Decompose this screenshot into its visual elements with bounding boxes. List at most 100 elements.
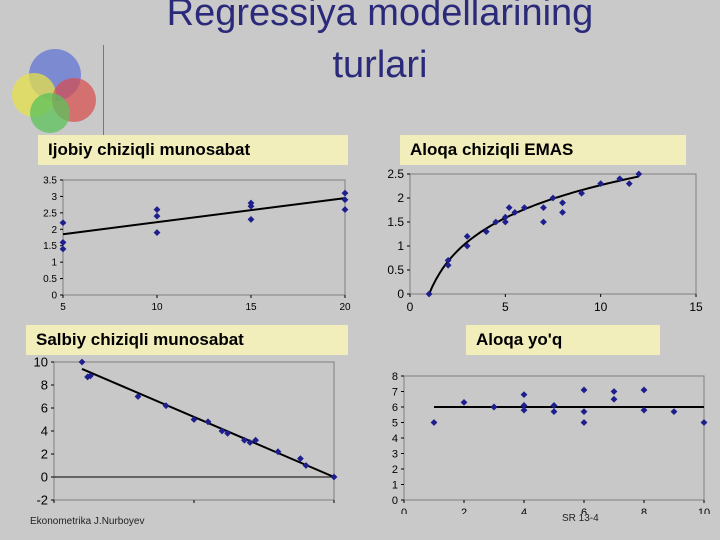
data-point <box>559 199 566 207</box>
green-circle <box>30 93 70 133</box>
y-tick-label: 3 <box>51 192 57 203</box>
y-tick-label: 0 <box>51 291 57 302</box>
data-point <box>153 206 161 213</box>
trend-curve <box>428 175 639 295</box>
data-point <box>501 218 509 226</box>
data-point <box>341 196 349 204</box>
x-tick-label: 15 <box>689 300 703 314</box>
data-point <box>444 257 452 264</box>
data-point <box>297 455 304 462</box>
y-tick-label: 3.5 <box>43 176 57 187</box>
x-tick-label: 10 <box>698 507 710 514</box>
data-point <box>247 216 255 223</box>
x-tick-label: 5 <box>60 302 66 313</box>
y-tick-label: 2 <box>41 447 48 462</box>
y-tick-label: 2.5 <box>43 208 57 219</box>
x-tick-label: 2 <box>461 507 467 514</box>
chart-negative: -202468100510 <box>34 356 342 508</box>
y-tick-label: 0.5 <box>387 263 404 277</box>
footer-author: Ekonometrika J.Nurboyev <box>30 516 145 527</box>
data-point <box>520 406 528 414</box>
plot-area <box>62 179 346 296</box>
data-point <box>341 206 349 213</box>
data-point <box>610 395 618 403</box>
y-tick-label: 1 <box>51 258 57 269</box>
data-point <box>580 408 588 416</box>
x-tick-label: 20 <box>339 302 351 313</box>
data-point <box>463 233 471 240</box>
y-tick-label: 6 <box>41 401 48 416</box>
y-tick-label: 5 <box>392 417 398 429</box>
slide-title-line2: turlari <box>332 44 428 86</box>
data-point <box>302 462 310 469</box>
x-tick-label: 10 <box>327 506 341 508</box>
y-tick-label: 6 <box>392 402 398 414</box>
y-tick-label: 1.5 <box>43 241 57 252</box>
data-point <box>224 429 231 437</box>
x-tick-label: 5 <box>190 506 197 508</box>
data-point <box>274 448 282 456</box>
y-tick-label: 8 <box>392 371 398 383</box>
plot-area <box>53 361 335 501</box>
data-point <box>520 402 528 409</box>
x-tick-label: 0 <box>401 507 407 514</box>
y-tick-label: 7 <box>392 386 398 398</box>
y-tick-label: 1.5 <box>387 215 404 229</box>
data-point <box>87 372 94 380</box>
data-point <box>700 419 708 426</box>
data-point <box>521 204 528 211</box>
y-tick-label: 2 <box>392 464 398 476</box>
data-point <box>550 408 558 416</box>
y-tick-label: 0 <box>397 287 404 301</box>
data-point <box>84 373 91 381</box>
y-tick-label: 0 <box>41 470 48 485</box>
data-point <box>549 194 557 202</box>
x-tick-label: 10 <box>594 300 608 314</box>
y-tick-label: 1 <box>397 239 404 253</box>
x-tick-label: 4 <box>521 507 527 514</box>
data-point <box>501 213 509 221</box>
data-point <box>578 189 585 197</box>
data-point <box>492 218 500 226</box>
data-point <box>616 175 624 183</box>
data-point <box>505 204 513 211</box>
y-tick-label: -2 <box>36 493 48 508</box>
data-point <box>463 242 471 250</box>
data-point <box>330 473 338 481</box>
y-tick-label: 1 <box>392 479 398 491</box>
data-point <box>59 245 67 253</box>
data-point <box>511 209 519 216</box>
x-tick-label: 6 <box>581 507 587 514</box>
y-tick-label: 8 <box>41 378 48 393</box>
footer-slide-number: SR 13-4 <box>562 513 599 524</box>
x-tick-label: 0 <box>50 506 57 508</box>
data-point <box>460 398 468 406</box>
x-tick-label: 10 <box>151 302 163 313</box>
data-point <box>520 391 528 398</box>
chart-none: 0 1 2 3 4 5 6 7 8 0 2 4 6 8 10 <box>392 371 710 514</box>
y-tick-label: 2 <box>397 191 404 205</box>
y-tick-label: 2.5 <box>387 168 404 181</box>
y-tick-label: 3 <box>392 448 398 460</box>
label-positive: Ijobiy chiziqli munosabat <box>38 135 348 165</box>
data-point <box>59 239 67 246</box>
data-point <box>640 386 648 394</box>
data-point <box>670 408 678 416</box>
data-point <box>444 261 452 269</box>
decorative-circles-logo <box>12 49 96 133</box>
data-point <box>341 189 349 197</box>
plot-area <box>403 375 705 501</box>
data-point <box>204 418 212 426</box>
y-tick-label: 4 <box>41 424 48 439</box>
data-point <box>247 199 255 207</box>
y-tick-label: 10 <box>34 356 48 370</box>
y-tick-label: 0.5 <box>43 274 57 285</box>
data-point <box>640 406 648 414</box>
data-point <box>241 436 248 444</box>
data-point <box>635 170 643 178</box>
x-tick-label: 0 <box>407 300 414 314</box>
data-point <box>540 218 547 226</box>
data-point <box>162 402 170 410</box>
data-point <box>597 180 605 187</box>
data-point <box>610 388 618 395</box>
